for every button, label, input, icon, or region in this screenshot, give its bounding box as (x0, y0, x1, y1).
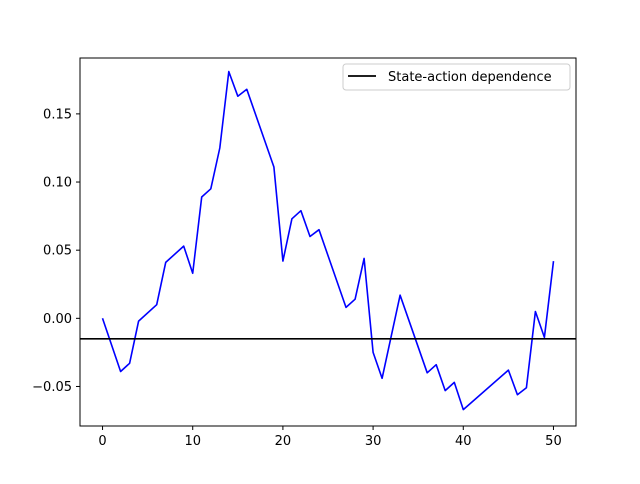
y-tick-label: 0.15 (43, 107, 72, 122)
series-line-0 (101, 70, 555, 411)
x-tick-label: 30 (365, 434, 382, 449)
legend-box (342, 63, 571, 91)
x-tick-label: 10 (184, 434, 201, 449)
y-tick-label: 0.00 (43, 312, 72, 327)
y-tick-label: 0.05 (43, 244, 72, 259)
y-tick-label: 0.10 (43, 176, 72, 191)
axes-layer: 0 10 20 30 40 50 −0.05 0.00 0.05 0.10 0.15 (32, 57, 577, 449)
x-tick-label: 50 (545, 434, 562, 449)
y-tick-label: −0.05 (32, 380, 72, 395)
x-tick-label: 0 (98, 434, 106, 449)
x-tick-label: 20 (275, 434, 292, 449)
axes-frame (79, 57, 577, 427)
legend-label: State-action dependence (388, 70, 552, 85)
legend: State-action dependence (342, 63, 571, 91)
x-tick-label: 40 (455, 434, 472, 449)
plot-layer (80, 70, 576, 411)
